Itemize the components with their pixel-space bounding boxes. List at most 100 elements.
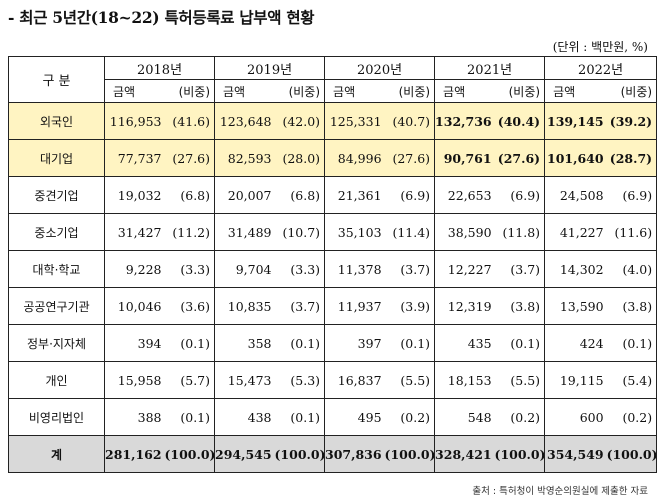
table-row: 대학·학교 9,228 (3.3) 9,704 (3.3) 11,378 (3.7) 12,2… [8,250,658,288]
subheader-cell: 금액 (비중) [434,79,546,103]
share-cell: (6.9) [384,176,436,214]
amount-label: 금액 [223,84,246,99]
amount-cell: 11,378 [324,250,385,288]
amount-cell: 38,590 [434,213,495,251]
amount-cell: 424 [544,324,607,362]
amount-cell: 16,837 [324,361,385,399]
amount-cell: 139,145 [544,102,607,140]
amount-cell: 600 [544,398,607,436]
category-label: 개인 [45,373,68,388]
row-category: 대기업 [8,139,105,177]
amount-cell: 394 [104,324,165,362]
table-row: 비영리법인 388 (0.1) 438 (0.1) 495 (0.2) 548 (0.2) 600… [8,398,658,436]
amount-label: 금액 [553,84,576,99]
share-cell: (5.5) [494,361,546,399]
table-row: 개인 15,958 (5.7) 15,473 (5.3) 16,837 (5.5) 18,15… [8,361,658,399]
share-cell: (3.8) [606,287,658,325]
category-label: 계 [50,447,63,462]
row-category: 공공연구기관 [8,287,105,325]
share-cell: (42.0) [274,102,326,140]
share-cell: (3.7) [494,250,546,288]
share-cell: (27.6) [494,139,546,177]
category-label: 정부·지자체 [26,336,86,351]
share-label: (비중) [508,84,541,99]
share-label: (비중) [398,84,431,99]
source-note: 출처 : 특허청이 박영순의원실에 제출한 자료 [472,486,648,497]
share-cell: (40.4) [494,102,546,140]
amount-cell: 101,640 [544,139,607,177]
share-cell: (6.9) [494,176,546,214]
share-cell: (5.3) [274,361,326,399]
share-cell: (11.6) [606,213,658,251]
share-label: (비중) [288,84,321,99]
share-cell: (100.0) [164,435,216,473]
share-cell: (100.0) [384,435,436,473]
amount-cell: 22,653 [434,176,495,214]
table-row: 대기업 77,737 (27.6) 82,593 (28.0) 84,996 (27.6) 9… [8,139,658,177]
amount-cell: 281,162 [104,435,165,473]
amount-cell: 13,590 [544,287,607,325]
amount-cell: 438 [214,398,275,436]
subheader-cell: 금액 (비중) [324,79,436,103]
share-cell: (100.0) [274,435,326,473]
share-cell: (6.9) [606,176,658,214]
header-year-2018: 2018년 [103,56,216,80]
header-year-2019: 2019년 [214,56,326,80]
share-cell: (0.1) [494,324,546,362]
row-category: 비영리법인 [8,398,105,436]
amount-cell: 19,032 [104,176,165,214]
share-cell: (11.4) [384,213,436,251]
row-category: 외국인 [8,102,105,140]
subheader-cell: 금액 (비중) [103,79,216,103]
category-label: 대학·학교 [32,262,81,277]
share-cell: (39.2) [606,102,658,140]
payment-table: 구 분 2018년 2019년 2020년 2021년 2022년 금액 (비중)… [8,56,658,473]
table-row: 중견기업 19,032 (6.8) 20,007 (6.8) 21,361 (6.9) 22,… [8,176,658,214]
share-cell: (3.6) [164,287,216,325]
share-cell: (0.1) [606,324,658,362]
amount-cell: 294,545 [214,435,275,473]
amount-label: 금액 [333,84,356,99]
share-cell: (3.3) [164,250,216,288]
amount-cell: 35,103 [324,213,385,251]
share-cell: (27.6) [164,139,216,177]
share-cell: (11.8) [494,213,546,251]
table-body: 외국인 116,953 (41.6) 123,648 (42.0) 125,331 (40.… [8,102,658,473]
share-cell: (11.2) [164,213,216,251]
amount-cell: 10,835 [214,287,275,325]
share-cell: (6.8) [164,176,216,214]
table-row: 계 281,162 (100.0) 294,545 (100.0) 307,836 (100… [8,435,658,473]
share-cell: (3.3) [274,250,326,288]
table-row: 중소기업 31,427 (11.2) 31,489 (10.7) 35,103 (11.4)… [8,213,658,251]
page-title: - 최근 5년간(18~22) 특허등록료 납부액 현황 [8,8,315,27]
subheader-cell: 금액 (비중) [544,79,658,103]
amount-cell: 125,331 [324,102,385,140]
share-cell: (100.0) [494,435,546,473]
amount-cell: 24,508 [544,176,607,214]
amount-cell: 328,421 [434,435,495,473]
amount-cell: 77,737 [104,139,165,177]
row-category: 정부·지자체 [8,324,105,362]
share-cell: (0.1) [164,324,216,362]
amount-cell: 11,937 [324,287,385,325]
amount-cell: 495 [324,398,385,436]
amount-cell: 19,115 [544,361,607,399]
share-cell: (3.7) [384,250,436,288]
share-cell: (3.7) [274,287,326,325]
share-cell: (0.2) [606,398,658,436]
amount-cell: 12,319 [434,287,495,325]
share-cell: (41.6) [164,102,216,140]
row-category: 중견기업 [8,176,105,214]
share-cell: (0.1) [164,398,216,436]
amount-label: 금액 [443,84,466,99]
amount-cell: 307,836 [324,435,385,473]
share-cell: (100.0) [606,435,658,473]
share-label: (비중) [178,84,211,99]
share-cell: (0.1) [384,324,436,362]
amount-cell: 354,549 [544,435,607,473]
amount-cell: 20,007 [214,176,275,214]
header-year-2022: 2022년 [544,56,658,80]
amount-cell: 10,046 [104,287,165,325]
category-label: 대기업 [39,151,74,166]
share-cell: (0.2) [384,398,436,436]
